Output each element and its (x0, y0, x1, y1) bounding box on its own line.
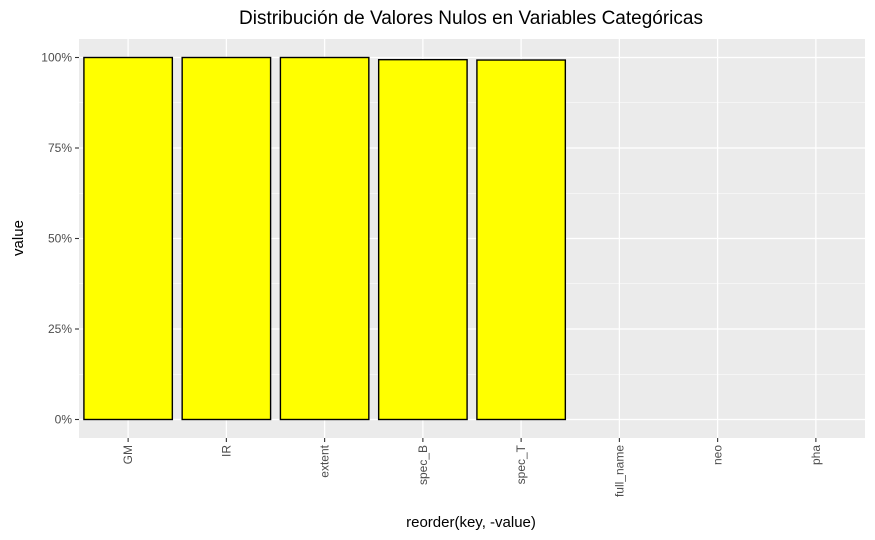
x-tick-label: spec_B (416, 445, 430, 485)
x-axis: GM IR extent spec_B spec_T full_name neo pha (121, 438, 823, 497)
x-tick-label: IR (219, 445, 233, 457)
bar-GM (83, 56, 174, 421)
y-tick-label: 75% (48, 141, 72, 155)
bar-spec_T (476, 59, 567, 421)
chart-title: Distribución de Valores Nulos en Variabl… (239, 8, 703, 29)
y-tick-label: 25% (48, 322, 72, 336)
x-tick-label: spec_T (514, 444, 528, 484)
y-tick-label: 0% (55, 413, 73, 427)
x-tick-label: extent (318, 444, 332, 477)
x-tick-label: pha (809, 445, 823, 465)
y-axis: 0% 25% 50% 75% 100% (41, 51, 79, 427)
x-tick-label: full_name (612, 445, 626, 497)
y-tick-label: 50% (48, 232, 72, 246)
y-tick-label: 100% (41, 51, 72, 65)
y-axis-title: value (10, 220, 27, 256)
bars (83, 56, 567, 421)
bar-extent (279, 56, 370, 421)
x-tick-label: GM (121, 445, 135, 464)
x-axis-title: reorder(key, -value) (406, 514, 536, 531)
bar-IR (181, 56, 272, 421)
bar-spec_B (377, 58, 468, 421)
x-tick-label: neo (711, 445, 725, 465)
